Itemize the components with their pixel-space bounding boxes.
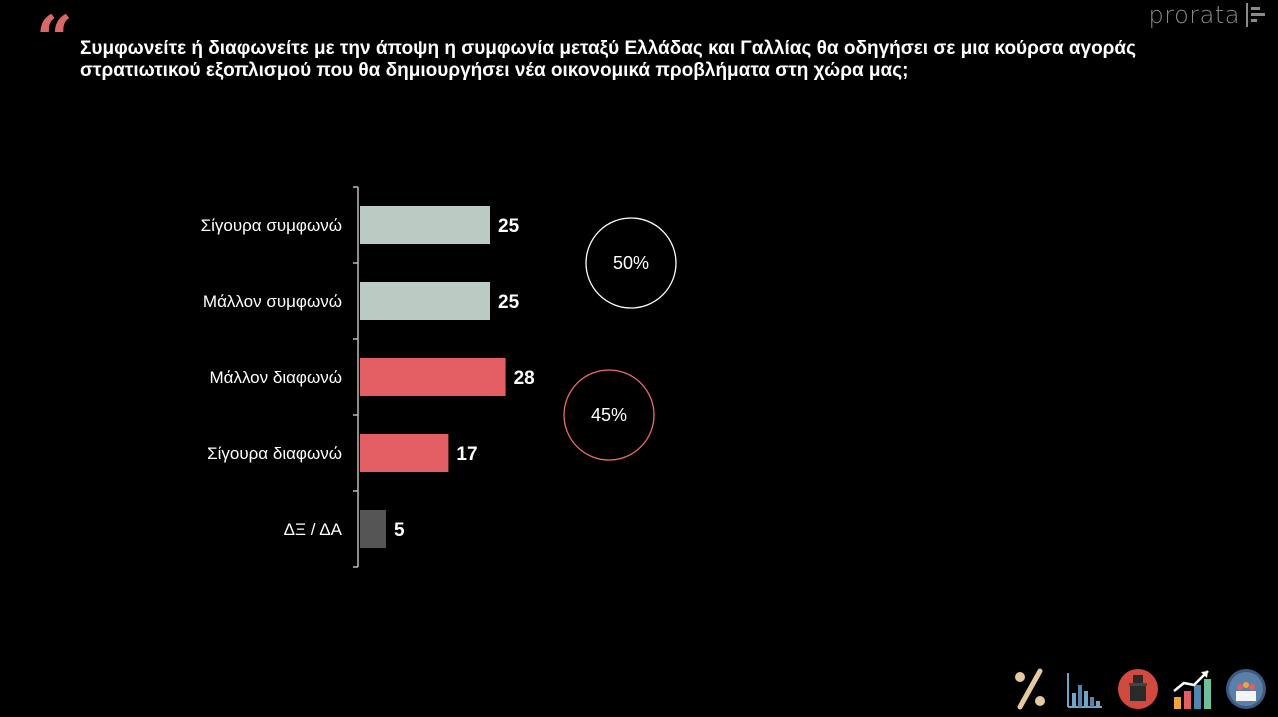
value-label: 28: [514, 368, 535, 389]
bar: [360, 510, 386, 548]
bar: [360, 434, 449, 472]
people-icon: [1226, 669, 1266, 709]
category-label: Μάλλον συμφωνώ: [203, 292, 342, 311]
percent-icon: [1015, 668, 1045, 710]
question-title: Συμφωνείτε ή διαφωνείτε με την άποψη η σ…: [80, 38, 1136, 81]
summary-ring: [563, 369, 655, 461]
category-label: Σίγουρα συμφωνώ: [201, 216, 342, 235]
summary-label: 50%: [613, 253, 649, 273]
value-label: 17: [456, 444, 477, 465]
bar: [360, 206, 490, 244]
category-label: Σίγουρα διαφωνώ: [207, 444, 342, 463]
bar: [360, 282, 490, 320]
brand-logo: prorata: [1148, 1, 1268, 29]
summary-ring: [585, 217, 677, 309]
growth-chart-icon: [1173, 670, 1211, 709]
brand-text: prorata: [1148, 1, 1240, 29]
ballot-box-icon: [1118, 669, 1158, 709]
bar: [360, 358, 506, 396]
category-label: ΔΞ / ΔΑ: [284, 520, 343, 539]
value-label: 5: [394, 520, 405, 541]
bar-chart-icon: [1067, 673, 1102, 708]
brand-bars-icon: [1246, 3, 1265, 27]
value-label: 25: [498, 216, 520, 237]
category-label: Μάλλον διαφωνώ: [209, 368, 342, 387]
summary-label: 45%: [591, 405, 627, 425]
quote-mark-icon: “: [36, 2, 73, 77]
footer-icons: [1008, 667, 1268, 711]
value-label: 25: [498, 292, 520, 313]
